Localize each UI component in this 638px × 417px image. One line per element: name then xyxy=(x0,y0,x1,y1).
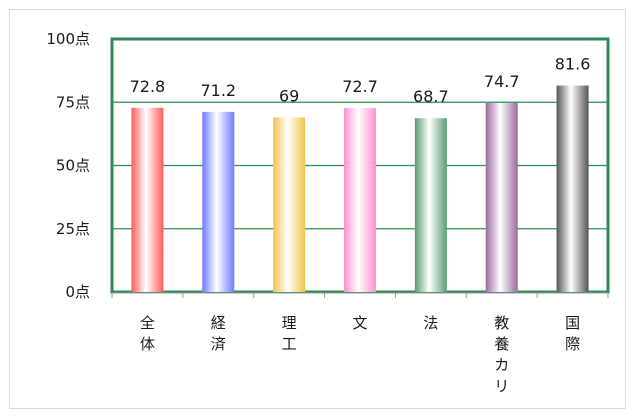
data-label: 69 xyxy=(279,86,299,105)
data-label: 72.8 xyxy=(130,77,166,96)
category-label: 法 xyxy=(423,314,438,332)
category-label: 経済 xyxy=(211,314,226,353)
data-label: 68.7 xyxy=(413,87,449,106)
value-labels: 72.8 71.2 69 72.7 68.7 74.7 81.6 xyxy=(130,55,591,107)
x-axis xyxy=(111,292,609,298)
y-tick-label: 0点 xyxy=(65,283,90,301)
bar-4 xyxy=(414,118,447,293)
data-label: 81.6 xyxy=(555,55,591,74)
data-label: 72.7 xyxy=(342,77,378,96)
category-label: 文 xyxy=(352,314,367,332)
bar-2 xyxy=(273,117,306,293)
bar-3 xyxy=(344,108,376,292)
bars xyxy=(131,85,589,293)
y-tick-label: 50点 xyxy=(56,157,90,175)
bar-1 xyxy=(202,111,235,292)
category-labels: 全体 経済 理工 文 法 教養カリ 国際 xyxy=(140,314,580,395)
y-axis-tick-labels: 0点 25点 50点 75点 100点 xyxy=(46,30,90,301)
y-tick-label: 25点 xyxy=(56,220,90,238)
y-tick-label: 100点 xyxy=(46,30,90,48)
category-label: 国際 xyxy=(565,314,580,353)
data-label: 71.2 xyxy=(200,81,236,100)
bar-0 xyxy=(131,107,164,292)
category-label: 全体 xyxy=(140,314,155,353)
category-label: 理工 xyxy=(282,314,297,353)
data-label: 74.7 xyxy=(484,72,520,91)
bar-6 xyxy=(556,85,589,292)
category-label: 教養カリ xyxy=(494,314,509,395)
y-tick-label: 75点 xyxy=(56,93,90,111)
bar-5 xyxy=(485,103,518,292)
